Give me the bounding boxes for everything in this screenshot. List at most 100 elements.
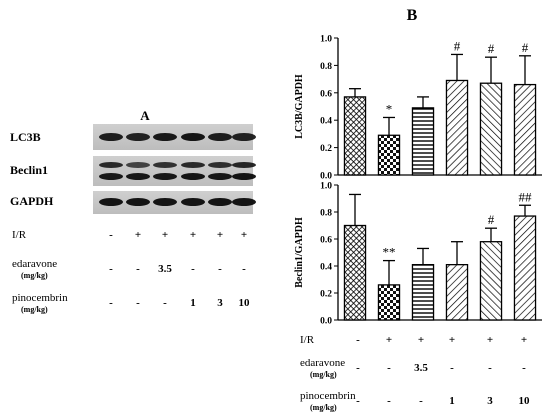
y-tick-label: 0.8 [320,209,332,219]
condition-value: - [218,263,222,275]
condition-value: - [109,263,113,275]
blot-label-lc3b: LC3B [10,130,41,144]
significance-marker: * [386,101,393,116]
condition-value: - [191,263,195,275]
blot-band [232,173,256,180]
blot-band [126,162,150,168]
condition-value: + [418,334,424,346]
bar [513,215,537,321]
condition-value: - [522,362,526,374]
bar [343,96,367,176]
condition-value: 3 [217,297,223,309]
condition-value: + [217,229,223,241]
y-tick-label: 0.4 [320,117,332,127]
significance-marker: ## [519,189,533,204]
condition-value: + [521,334,527,346]
condition-value: 1 [449,395,455,407]
condition-value: - [356,334,360,346]
condition-row-label: edaravone [12,258,57,270]
significance-marker: # [454,38,461,53]
condition-row-label: I/R [300,334,315,346]
western-blot: LC3B Beclin1 GAPDH [10,124,256,214]
blot-band [208,173,232,180]
bar [445,263,469,321]
bar [479,82,503,176]
y-axis-label: Beclin1/GAPDH [294,217,305,288]
bar [479,241,503,321]
condition-value: - [488,362,492,374]
condition-value: 1 [190,297,196,309]
condition-value: + [449,334,455,346]
blot-band [99,198,123,206]
condition-row-unit: (mg/kg) [310,370,337,379]
condition-value: 3 [487,395,493,407]
condition-row-unit: (mg/kg) [21,271,48,280]
condition-value: + [386,334,392,346]
bar [411,107,435,176]
blot-band [208,198,232,206]
condition-value: - [242,263,246,275]
bar [343,224,367,321]
blot-band [232,133,256,141]
panel-b-label: B [407,7,418,24]
blot-band [232,162,256,168]
blot-label-gapdh: GAPDH [10,194,54,208]
condition-value: + [162,229,168,241]
y-tick-label: 0.0 [320,172,332,182]
condition-value: - [356,395,360,407]
y-tick-label: 0.6 [320,236,332,246]
y-tick-label: 1.0 [320,182,332,192]
significance-marker: # [488,212,495,227]
blot-band [99,133,123,141]
condition-value: - [136,263,140,275]
bar [445,79,469,176]
bar [513,83,537,176]
blot-band [99,162,123,168]
bar [377,134,401,176]
condition-value: 10 [239,297,251,309]
blot-band [181,198,205,206]
condition-row-label: I/R [12,229,27,241]
blot-band [153,198,177,206]
condition-value: - [387,362,391,374]
blot-band [99,173,123,180]
blot-band [153,173,177,180]
condition-value: 10 [519,395,531,407]
y-tick-label: 0.8 [320,62,332,72]
significance-marker: # [488,41,495,56]
blot-band [181,133,205,141]
condition-row-label: pinocembrin [300,390,356,402]
condition-value: + [241,229,247,241]
blot-band [208,133,232,141]
blot-band [126,173,150,180]
y-tick-label: 0.4 [320,263,332,273]
condition-value: + [190,229,196,241]
condition-row-label: pinocembrin [12,292,68,304]
condition-row-unit: (mg/kg) [21,305,48,314]
y-tick-label: 1.0 [320,35,332,45]
condition-value: - [109,297,113,309]
blot-strip-beclin1 [93,156,253,186]
significance-marker: # [522,40,529,55]
condition-value: - [136,297,140,309]
condition-value: - [419,395,423,407]
lc3b-bar-chart: 0.0 0.2 0.4 0.6 0.8 1.0 LC3B/GAPDH * # # # [294,35,542,182]
bar [411,263,435,321]
bar [377,284,401,321]
blot-band [181,173,205,180]
y-tick-label: 0.0 [320,317,332,327]
blot-label-beclin1: Beclin1 [10,163,48,177]
condition-row-unit: (mg/kg) [310,403,337,412]
y-tick-label: 0.2 [320,144,332,154]
condition-value: - [450,362,454,374]
condition-value: - [163,297,167,309]
condition-value: + [135,229,141,241]
blot-band [153,133,177,141]
blot-band [126,133,150,141]
panel-a-label: A [140,108,150,123]
blot-band [153,162,177,168]
panel-a-condition-table: I/R - + + + + +edaravone(mg/kg)- -3.5- - -pinocem… [12,229,250,314]
blot-band [126,198,150,206]
y-tick-label: 0.2 [320,290,332,300]
